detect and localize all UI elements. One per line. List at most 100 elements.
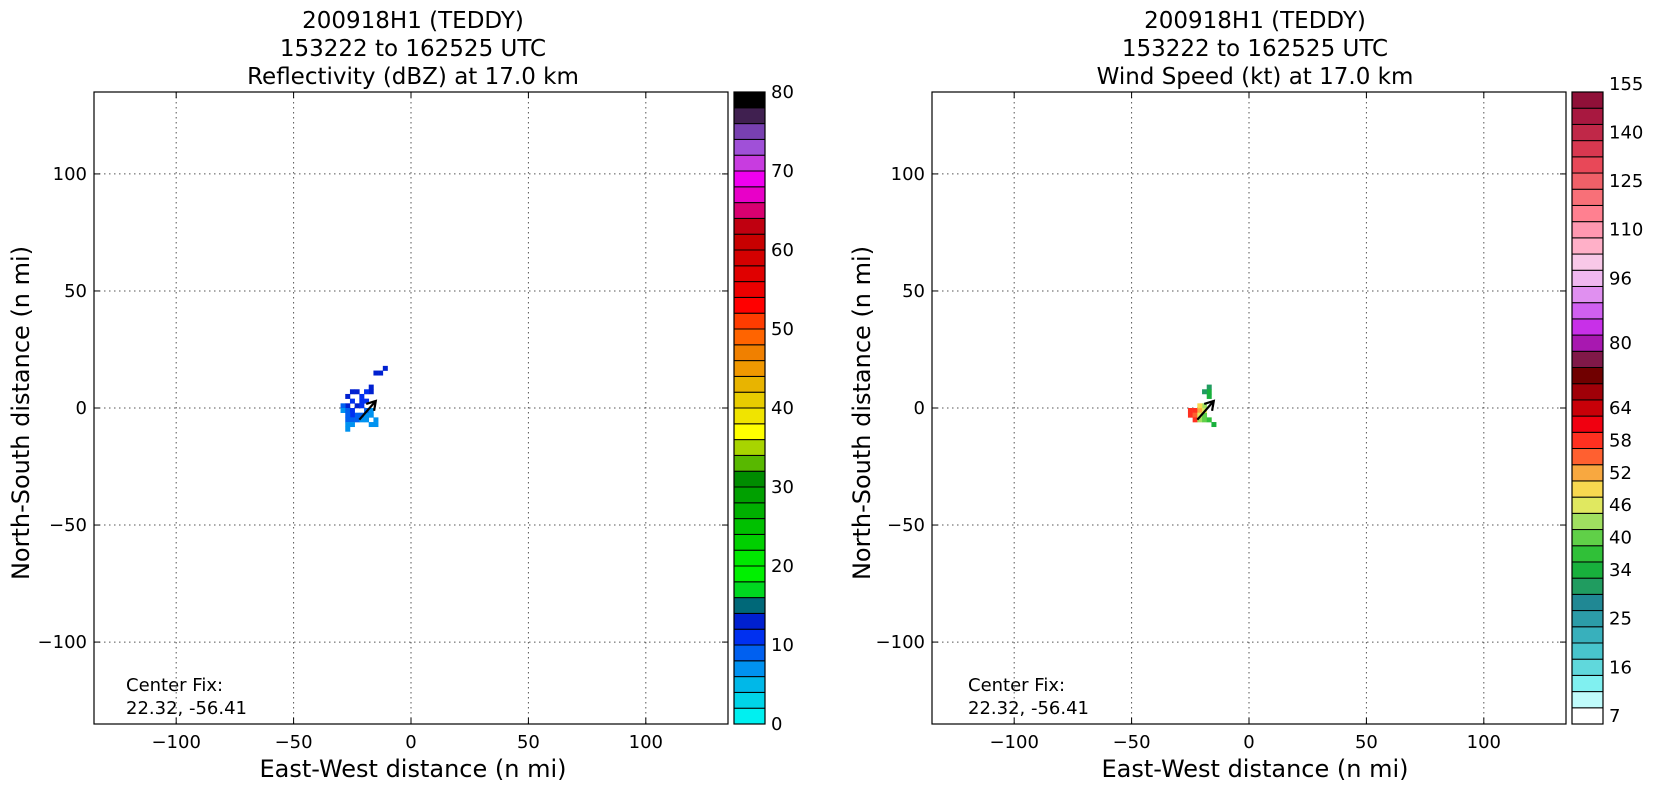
colorbar-segment: [733, 612, 766, 630]
colorbar-tick-label: 80: [1609, 333, 1632, 354]
colorbar-segment: [1571, 593, 1604, 612]
x-tick-label: 50: [1355, 732, 1378, 753]
colorbar-tick-label: 58: [1609, 430, 1632, 451]
data-cell: [368, 412, 374, 418]
chart-title-line-3: Wind Speed (kt) at 17.0 km: [1097, 64, 1414, 90]
colorbar-tick-label: 155: [1609, 74, 1643, 95]
x-tick-label: −50: [1113, 732, 1151, 753]
colorbar-segment: [733, 502, 766, 520]
colorbar-segment: [1571, 221, 1604, 239]
y-tick-label: −50: [49, 515, 87, 536]
data-cell: [364, 389, 370, 395]
colorbar-segment: [733, 344, 766, 362]
data-cell: [345, 403, 351, 409]
colorbar-segment: [733, 249, 766, 267]
data-cell: [382, 365, 388, 371]
data-cell: [340, 403, 346, 409]
colorbar-segment: [1571, 464, 1604, 482]
data-cell: [368, 384, 374, 390]
wind-speed-panel: 200918H1 (TEDDY) 153222 to 162525 UTC Wi…: [848, 8, 1643, 783]
chart-title-line-3: Reflectivity (dBZ) at 17.0 km: [247, 64, 579, 90]
storm-motion-arrowhead: [1203, 399, 1216, 412]
data-cell: [1197, 408, 1203, 413]
colorbar-segment: [1571, 512, 1604, 531]
colorbar-segment: [1571, 448, 1604, 466]
colorbar-segment: [1571, 577, 1604, 595]
colorbar-segment: [1571, 269, 1604, 287]
data-cell: [368, 408, 374, 413]
x-tick-label: 0: [1243, 732, 1254, 753]
colorbar-segment: [733, 407, 766, 425]
colorbar-segment: [733, 233, 766, 251]
data-cell: [1206, 384, 1212, 390]
data-cell: [354, 389, 360, 395]
x-tick-label: 100: [1467, 732, 1501, 753]
colorbar-segment: [1571, 642, 1604, 660]
colorbar-segment: [1571, 691, 1604, 709]
data-cell: [1211, 422, 1217, 428]
colorbar-segment: [1571, 302, 1604, 320]
center-fix-label: Center Fix:: [968, 675, 1065, 696]
data-cell: [1206, 389, 1212, 395]
colorbar-segment: [1571, 674, 1604, 693]
data-cell: [364, 412, 370, 418]
y-axis-label: North-South distance (n mi): [848, 246, 876, 580]
data-cell: [368, 389, 374, 395]
data-cell: [349, 417, 355, 423]
colorbar-segment: [733, 154, 766, 172]
data-cell: [359, 412, 365, 418]
colorbar-segment: [1571, 496, 1604, 514]
colorbar-tick-label: 0: [771, 714, 782, 735]
x-tick-label: −100: [151, 732, 200, 753]
colorbar-tick-label: 50: [771, 319, 794, 340]
data-cell: [364, 398, 370, 404]
y-tick-label: 100: [53, 164, 87, 185]
data-cell: [1206, 417, 1212, 423]
data-cell: [340, 408, 346, 413]
data-cell: [373, 370, 379, 376]
colorbar-segment: [1571, 91, 1604, 109]
data-cell: [1206, 393, 1212, 399]
colorbar-tick-label: 64: [1609, 398, 1632, 419]
data-cell: [373, 417, 379, 423]
colorbar-segment: [1571, 140, 1604, 158]
colorbar-tick-label: 96: [1609, 268, 1632, 289]
colorbar-segment: [733, 391, 766, 409]
reflectivity-panel: 200918H1 (TEDDY) 153222 to 162525 UTC Re…: [7, 8, 794, 783]
colorbar-segment: [733, 707, 766, 725]
colorbar-segment: [1571, 707, 1604, 725]
colorbar-tick-label: 125: [1609, 171, 1643, 192]
y-tick-label: −50: [887, 515, 925, 536]
colorbar-segment: [733, 423, 766, 441]
colorbar-segment: [1571, 318, 1604, 336]
colorbar-segment: [1571, 561, 1604, 579]
colorbar-segment: [733, 328, 766, 346]
colorbar-tick-label: 16: [1609, 657, 1632, 678]
colorbar-segment: [1571, 610, 1604, 628]
colorbar-segment: [1571, 107, 1604, 125]
data-cell: [368, 422, 374, 428]
colorbar-segment: [733, 518, 766, 535]
colorbar-segment: [1571, 431, 1604, 450]
data-cell: [345, 412, 351, 418]
colorbar-tick-label: 70: [771, 161, 794, 182]
colorbar-tick-label: 52: [1609, 463, 1632, 484]
y-tick-label: 0: [914, 398, 925, 419]
x-axis-label: East-West distance (n mi): [259, 755, 566, 783]
data-cell: [1202, 403, 1208, 409]
data-cell: [1202, 417, 1208, 423]
data-cell: [1197, 417, 1203, 423]
colorbar-segment: [1571, 156, 1604, 174]
y-tick-label: −100: [38, 632, 87, 653]
data-cell: [1192, 412, 1198, 418]
colorbar-segment: [733, 281, 766, 298]
chart-title-line-1: 200918H1 (TEDDY): [302, 8, 524, 34]
data-cell: [1202, 412, 1208, 418]
colorbar-segment: [733, 676, 766, 693]
colorbar-segment: [1571, 285, 1604, 304]
colorbar-segment: [733, 202, 766, 219]
x-tick-label: 50: [517, 732, 540, 753]
data-cell: [378, 370, 384, 376]
data-cell: [349, 389, 355, 395]
data-cell: [1202, 389, 1208, 395]
